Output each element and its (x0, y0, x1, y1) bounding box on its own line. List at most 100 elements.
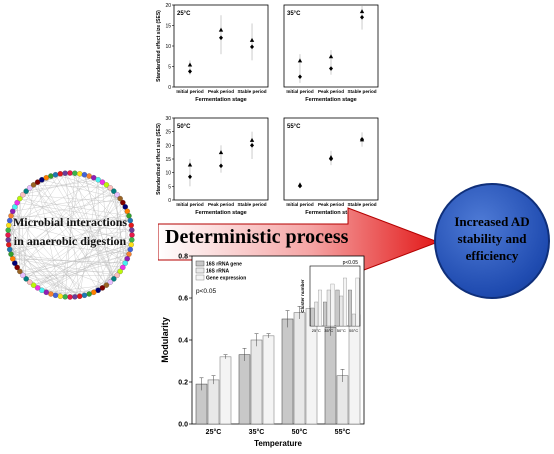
network-node (86, 173, 92, 179)
network-node (107, 279, 113, 285)
network-edge (8, 215, 129, 231)
bar-ylabel: Modularity (160, 317, 170, 363)
inset-category-label: 35°C (324, 328, 333, 333)
ses-diamond-point (187, 69, 192, 74)
ses-triangle-point (218, 27, 224, 32)
network-edge (8, 225, 61, 297)
ses-ylabel: Standardized effect size (SES) (156, 123, 162, 195)
outcome-line1: Increased AD (454, 214, 530, 229)
outcome-circle (434, 183, 550, 299)
network-edge (69, 172, 133, 236)
network-node (12, 260, 18, 266)
network-edge (89, 263, 126, 295)
network-edge (19, 198, 132, 245)
network-node (12, 204, 18, 210)
bar-ytick-label: 0.8 (178, 254, 188, 261)
network-edges (7, 172, 133, 298)
bar-ytick-label: 0.0 (178, 422, 188, 429)
network-node (57, 293, 64, 299)
legend-label: Gene expression (206, 276, 246, 282)
network-edge (69, 172, 123, 203)
network-node (129, 227, 135, 233)
legend-label: 16S rRNA (206, 269, 229, 275)
ses-ytick-label: 20 (165, 3, 171, 9)
inset-bar-0 (335, 289, 340, 327)
network-edge (64, 173, 130, 255)
bar-1 (336, 375, 349, 425)
network-node (99, 179, 106, 185)
network-edge (46, 284, 107, 293)
network-node (91, 289, 97, 295)
ses-ytick-label: 15 (165, 24, 171, 30)
network-node (8, 251, 14, 257)
network-edge (26, 191, 80, 297)
bar-ytick-label: 0.4 (178, 338, 188, 345)
network-node (39, 287, 45, 293)
network-edge (84, 174, 115, 279)
network-edge (33, 184, 107, 286)
bar-1 (293, 312, 306, 425)
network-node (23, 276, 29, 282)
network-node (23, 188, 29, 194)
network-edge (19, 175, 90, 272)
ses-panel-2: 35°C Initial period Peak period Stable peri… (283, 4, 379, 103)
network-node (122, 260, 128, 266)
bar-ytick-label: 0.6 (178, 296, 188, 303)
network-edge (12, 258, 126, 264)
inset-ylabel: Cluster number (300, 279, 305, 313)
ses-diamond-point (219, 35, 223, 41)
network-edge (19, 198, 27, 279)
ses-category-label: Initial period (176, 89, 204, 94)
network-edge (12, 194, 118, 212)
network-node (52, 292, 59, 298)
bar-category-label: 35°C (249, 428, 265, 436)
ses-category-label: Peak period (208, 202, 234, 207)
network-node (48, 291, 54, 297)
network-edge (8, 244, 71, 298)
network-node (95, 287, 101, 293)
network-label: Microbial interactions in anaerobic dige… (10, 213, 130, 251)
ses-category-label: Stable period (237, 202, 266, 207)
inset-bar-1 (326, 289, 331, 327)
network-node (62, 294, 68, 300)
network-edge (8, 239, 80, 297)
network-edge (102, 182, 111, 283)
inset-bar-1 (351, 313, 356, 327)
network-edge (10, 187, 111, 255)
network-node (81, 172, 88, 178)
legend-swatch (195, 274, 205, 281)
network-edge (55, 174, 114, 192)
ses-triangle-point (187, 62, 193, 67)
network-node (27, 279, 33, 285)
network-node (117, 195, 123, 202)
network-edge (33, 184, 111, 189)
ses-xlabel: Fermentation stage (305, 97, 357, 103)
network-node (10, 256, 16, 262)
network-edge (106, 184, 131, 221)
network-node (43, 175, 49, 181)
ses-diamond-point (360, 15, 365, 20)
network-node (34, 179, 41, 185)
network-node (72, 170, 78, 176)
network-node (117, 268, 123, 275)
inset-bar-1 (314, 301, 319, 327)
network-edge (8, 230, 75, 297)
bar-2 (262, 335, 275, 425)
network-node (129, 232, 135, 238)
network-node (20, 272, 26, 278)
network-edge (16, 202, 21, 272)
ses-panel-temperature: 50°C (177, 124, 191, 130)
ses-triangle-point (249, 37, 255, 42)
ses-xlabel: Fermentation stage (305, 210, 357, 216)
network-edge (60, 173, 114, 279)
ses-panel-temperature: 55°C (287, 124, 301, 130)
ses-diamond-point (250, 44, 255, 50)
network-edge (12, 182, 103, 259)
network-edge (74, 173, 107, 286)
ses-panel-4: 55°C Initial period Peak period Stable peri… (283, 117, 379, 216)
outcome-line3: efficiency (465, 248, 519, 263)
network-edge (64, 215, 130, 297)
network-node (17, 195, 23, 202)
bar-2 (219, 356, 232, 425)
